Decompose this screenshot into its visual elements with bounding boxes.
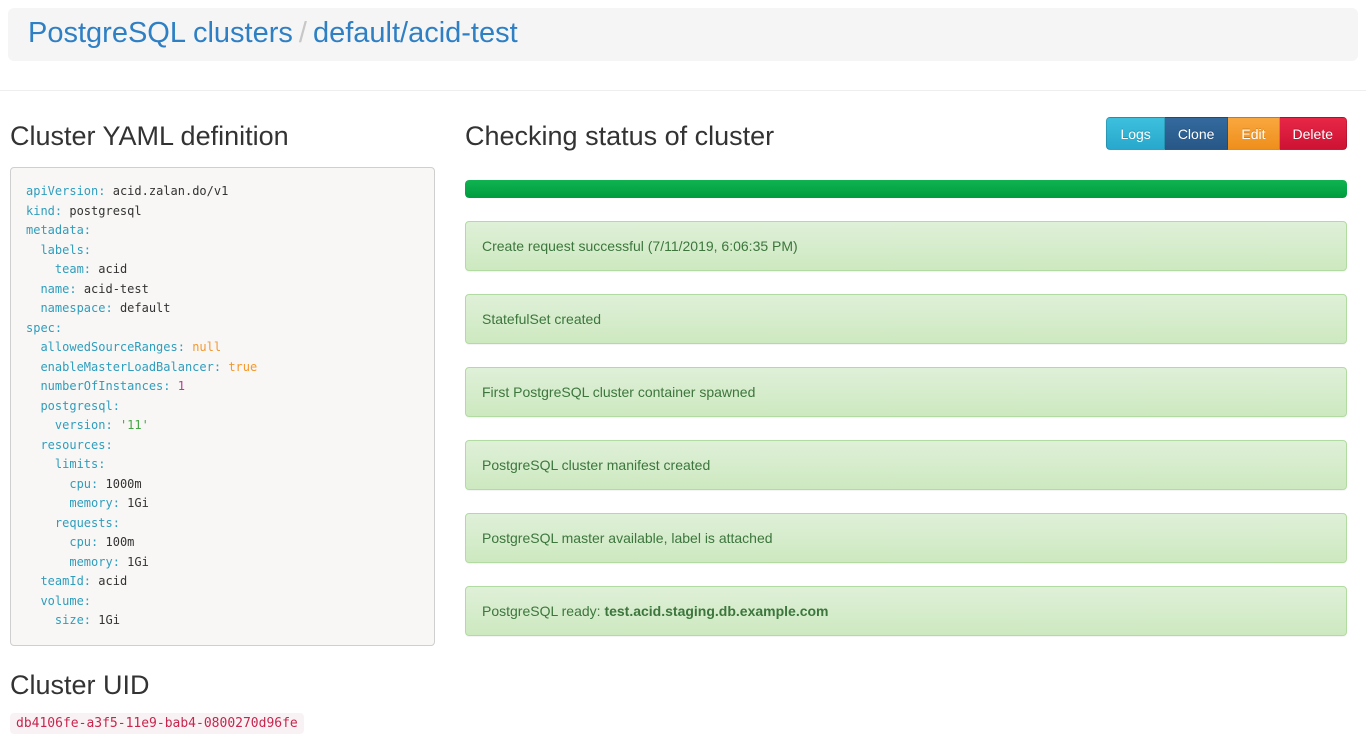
yaml-line: team: acid <box>54 262 128 277</box>
yaml-line: namespace: default <box>40 301 171 316</box>
yaml-line: resources: <box>40 437 113 452</box>
yaml-line: allowedSourceRanges: null <box>40 340 222 355</box>
status-message-text: PostgreSQL ready: <box>482 603 605 620</box>
yaml-line: labels: <box>40 242 92 257</box>
status-message: PostgreSQL cluster manifest created <box>465 440 1347 491</box>
button-group: Logs Clone Edit Delete <box>1106 117 1347 150</box>
status-message-text: PostgreSQL cluster manifest created <box>482 457 711 474</box>
yaml-line: kind: postgresql <box>26 203 142 218</box>
progress-fill <box>465 180 1347 199</box>
status-message: PostgreSQL master available, label is at… <box>465 513 1347 564</box>
yaml-panel: apiVersion: acid.zalan.do/v1 kind: postgr… <box>10 167 435 646</box>
status-message: StatefulSet created <box>465 294 1347 345</box>
yaml-line: version: '11' <box>54 418 149 433</box>
yaml-section-title: Cluster YAML definition <box>10 121 289 151</box>
progress-bar <box>465 180 1347 199</box>
status-section: Checking status of cluster Logs Clone Edit… <box>465 113 1347 734</box>
yaml-line: teamId: acid <box>40 574 128 589</box>
yaml-line: memory: 1Gi <box>69 554 149 569</box>
status-header: Checking status of cluster Logs Clone Edit… <box>465 113 1347 167</box>
status-message-text: Create request successful (7/11/2019, 6:… <box>482 238 798 255</box>
yaml-line: postgresql: <box>40 398 120 413</box>
yaml-line: name: acid-test <box>40 281 149 296</box>
breadcrumb-separator: / <box>298 17 307 49</box>
clone-button[interactable]: Clone <box>1164 117 1229 150</box>
yaml-line: cpu: 100m <box>69 535 135 550</box>
uid-section-title: Cluster UID <box>10 669 150 700</box>
page-header: PostgreSQL clusters / default/acid-test <box>8 8 1358 61</box>
status-messages: Create request successful (7/11/2019, 6:… <box>465 221 1347 637</box>
breadcrumb-current-link[interactable]: default/acid-test <box>312 17 518 49</box>
status-message: Create request successful (7/11/2019, 6:… <box>465 221 1347 272</box>
edit-button[interactable]: Edit <box>1228 117 1280 150</box>
yaml-line: requests: <box>54 515 120 530</box>
logs-button[interactable]: Logs <box>1106 117 1165 150</box>
header-divider <box>0 90 1366 91</box>
status-message: PostgreSQL ready: test.acid.staging.db.e… <box>465 586 1347 637</box>
cluster-uid-code: db4106fe-a3f5-11e9-bab4-0800270d96fe <box>10 712 304 734</box>
status-message-hostname: test.acid.staging.db.example.com <box>604 603 829 620</box>
yaml-line: size: 1Gi <box>54 613 120 628</box>
status-message-text: StatefulSet created <box>482 311 602 328</box>
yaml-line: spec: <box>26 320 63 335</box>
status-message-text: PostgreSQL master available, label is at… <box>482 530 773 547</box>
status-section-title: Checking status of cluster <box>465 121 775 151</box>
yaml-line: cpu: 1000m <box>69 476 142 491</box>
status-message-text: First PostgreSQL cluster container spawn… <box>482 384 756 401</box>
yaml-line: volume: <box>40 593 92 608</box>
breadcrumb: PostgreSQL clusters / default/acid-test <box>28 17 518 49</box>
delete-button[interactable]: Delete <box>1279 117 1347 150</box>
yaml-line: apiVersion: acid.zalan.do/v1 <box>26 184 229 199</box>
yaml-line: limits: <box>54 457 106 472</box>
yaml-line: metadata: <box>26 223 92 238</box>
status-message: First PostgreSQL cluster container spawn… <box>465 367 1347 418</box>
yaml-line: numberOfInstances: 1 <box>40 379 185 394</box>
main-content: Cluster YAML definition apiVersion: acid… <box>0 91 1366 734</box>
yaml-line: enableMasterLoadBalancer: true <box>40 359 258 374</box>
yaml-line: memory: 1Gi <box>69 496 149 511</box>
breadcrumb-root-link[interactable]: PostgreSQL clusters <box>28 17 293 49</box>
yaml-section: Cluster YAML definition apiVersion: acid… <box>10 113 435 734</box>
